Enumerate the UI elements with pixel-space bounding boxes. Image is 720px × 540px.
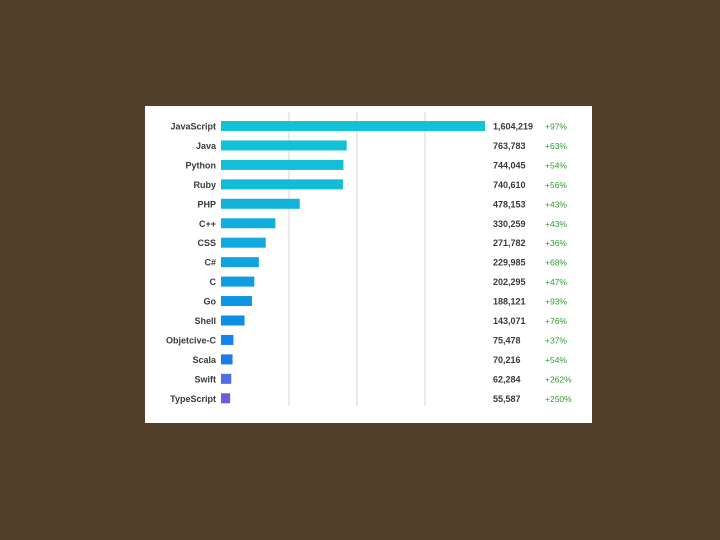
category-label-css: CSS (197, 238, 216, 248)
value-label-python: 744,045 (493, 160, 526, 170)
bar-php (221, 198, 300, 209)
bar-ruby (221, 179, 343, 190)
grid-layer (288, 112, 426, 406)
growth-label-java: +63% (545, 141, 567, 151)
growth-label-shell: +76% (545, 316, 567, 326)
value-label-swift: 62,284 (493, 374, 521, 384)
growth-label-c: +47% (545, 277, 567, 287)
growth-label-scala: +54% (545, 355, 567, 365)
growth-label-css: +36% (545, 238, 567, 248)
value-label-c-: 229,985 (493, 258, 526, 268)
growth-label-typescript: +250% (545, 394, 572, 404)
value-label-java: 763,783 (493, 141, 526, 151)
bar-objetcive-c (221, 334, 234, 345)
bar-shell (221, 315, 245, 326)
value-label-objetcive-c: 75,478 (493, 335, 521, 345)
category-label-typescript: TypeScript (170, 394, 216, 404)
growth-label-objetcive-c: +37% (545, 335, 567, 345)
bars-layer (221, 121, 485, 404)
value-label-scala: 70,216 (493, 355, 521, 365)
category-label-swift: Swift (195, 374, 217, 384)
growth-label-php: +43% (545, 199, 567, 209)
value-label-go: 188,121 (493, 297, 526, 307)
category-label-java: Java (196, 141, 217, 151)
growth-label-c-: +68% (545, 258, 567, 268)
category-label-objetcive-c: Objetcive-C (166, 335, 217, 345)
category-label-shell: Shell (194, 316, 216, 326)
bar-swift (221, 373, 232, 384)
category-label-python: Python (186, 160, 217, 170)
value-label-typescript: 55,587 (493, 394, 521, 404)
growth-label-javascript: +97% (545, 122, 567, 132)
value-label-javascript: 1,604,219 (493, 122, 533, 132)
bar-python (221, 159, 344, 170)
growth-label-swift: +262% (545, 374, 572, 384)
bar-scala (221, 354, 233, 365)
value-label-c: 202,295 (493, 277, 526, 287)
bar-typescript (221, 393, 231, 404)
category-label-php: PHP (197, 199, 216, 209)
labels-layer: JavaScript 1,604,219 +97% Java 763,783 +63% Py… (166, 122, 572, 404)
growth-label-c-: +43% (545, 219, 567, 229)
category-label-c-: C++ (199, 219, 216, 229)
chart-panel: JavaScript 1,604,219 +97% Java 763,783 +63% Py… (145, 106, 592, 423)
bar-go (221, 296, 252, 307)
growth-label-python: +54% (545, 160, 567, 170)
category-label-go: Go (204, 297, 217, 307)
bar-java (221, 140, 347, 151)
growth-label-ruby: +56% (545, 180, 567, 190)
category-label-scala: Scala (192, 355, 217, 365)
category-label-javascript: JavaScript (170, 122, 216, 132)
bar-c (221, 276, 255, 287)
bar-javascript (221, 121, 485, 131)
value-label-ruby: 740,610 (493, 180, 526, 190)
growth-label-go: +93% (545, 297, 567, 307)
category-label-c-: C# (204, 258, 216, 268)
category-label-c: C (210, 277, 217, 287)
value-label-php: 478,153 (493, 199, 526, 209)
value-label-shell: 143,071 (493, 316, 526, 326)
bar-c- (221, 218, 276, 229)
bar-chart: JavaScript 1,604,219 +97% Java 763,783 +63% Py… (166, 112, 572, 406)
bar-css (221, 237, 266, 248)
value-label-c-: 330,259 (493, 219, 526, 229)
category-label-ruby: Ruby (194, 180, 217, 190)
value-label-css: 271,782 (493, 238, 526, 248)
bar-c- (221, 257, 259, 268)
